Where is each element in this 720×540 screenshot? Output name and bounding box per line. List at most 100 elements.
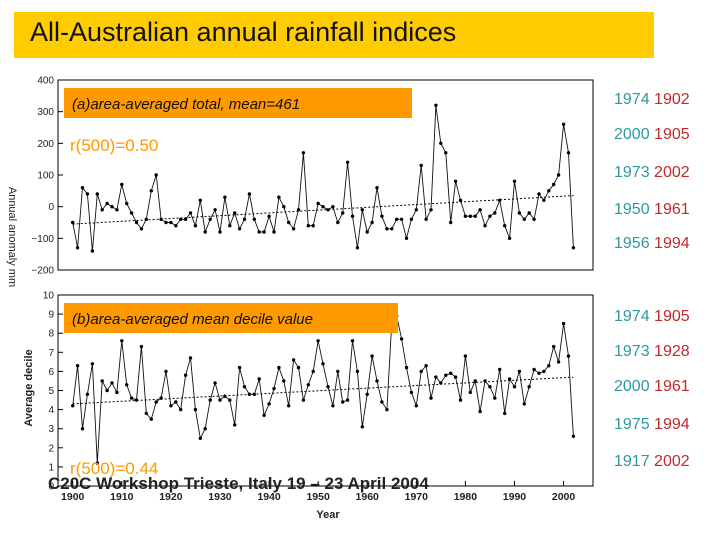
data-point — [198, 436, 202, 440]
year-pair-top-2: 2000 1905 — [614, 126, 690, 144]
y-tick-label: 8 — [48, 329, 54, 340]
data-point — [193, 407, 198, 412]
data-point — [223, 195, 227, 199]
data-point — [399, 217, 404, 221]
data-point — [463, 354, 468, 358]
data-point — [453, 375, 458, 379]
data-point — [134, 220, 139, 225]
data-point — [179, 217, 183, 221]
data-point — [301, 398, 306, 402]
data-point — [370, 220, 374, 225]
data-point — [365, 230, 369, 234]
wet-year: 1961 — [654, 378, 690, 395]
wet-year: 1961 — [654, 201, 690, 218]
data-point — [556, 360, 561, 364]
data-point — [429, 396, 433, 400]
data-point — [179, 407, 183, 412]
data-point — [115, 390, 119, 395]
data-point — [139, 344, 144, 349]
dry-year: 1973 — [614, 164, 650, 181]
data-point — [80, 427, 85, 431]
panel-a-label: (a)area-averaged total, mean=461 — [72, 96, 300, 113]
data-point — [198, 198, 202, 202]
data-point — [527, 211, 531, 215]
panel-b-correlation: r(500)=0.44 — [70, 459, 158, 478]
data-point — [71, 220, 75, 225]
data-point — [262, 230, 266, 234]
data-point — [100, 379, 104, 383]
data-point — [547, 364, 551, 368]
data-point — [409, 390, 414, 395]
data-point — [449, 371, 453, 375]
data-point — [183, 217, 188, 221]
data-point — [149, 189, 153, 193]
data-point — [208, 398, 212, 402]
panel-b-xlabel: Year — [316, 509, 340, 520]
data-point — [125, 383, 129, 387]
data-point — [512, 385, 517, 389]
data-point — [404, 236, 409, 240]
data-point — [409, 217, 414, 221]
y-tick-label: 0 — [48, 202, 54, 213]
data-point — [218, 230, 222, 234]
data-point — [208, 217, 212, 221]
data-point — [537, 192, 541, 196]
panel-a-ylabel: Annual anomaly mm — [6, 187, 18, 287]
data-point — [75, 246, 80, 250]
y-tick-label: 400 — [37, 76, 54, 87]
data-point — [355, 369, 360, 374]
data-point — [326, 385, 330, 389]
data-point — [129, 396, 134, 400]
chart-a: −200 −100 0 100 200 300 400 (a)area-averaged t… — [6, 76, 594, 287]
data-point — [404, 365, 409, 370]
dry-year: 1975 — [614, 416, 650, 433]
y-tick-label: 100 — [37, 171, 54, 182]
data-point — [434, 103, 438, 107]
data-point — [365, 392, 369, 396]
data-point — [115, 208, 119, 212]
data-point — [233, 423, 237, 427]
data-point — [449, 220, 453, 225]
data-point — [561, 122, 566, 126]
x-tick-label: 1900 — [61, 491, 85, 503]
data-point — [95, 192, 100, 196]
workshop-footer: C20C Workshop Trieste, Italy 19 – 23 Apr… — [48, 474, 429, 493]
x-tick-label: 1950 — [306, 491, 330, 503]
data-point — [424, 217, 428, 221]
data-point — [134, 398, 139, 402]
data-point — [380, 214, 384, 218]
trend-line — [72, 376, 574, 405]
data-point — [483, 224, 487, 228]
data-point — [311, 369, 315, 374]
year-pair-top-3: 1973 2002 — [614, 164, 690, 182]
data-point — [129, 211, 134, 215]
data-point — [478, 208, 482, 212]
y-tick-label: 0 — [48, 482, 54, 493]
data-point — [547, 189, 551, 193]
data-point — [296, 208, 301, 212]
data-point — [424, 364, 428, 368]
data-point — [419, 163, 423, 168]
data-point — [311, 224, 315, 228]
data-point — [282, 379, 286, 383]
data-point — [262, 413, 266, 417]
data-point — [164, 369, 168, 374]
data-point — [331, 404, 335, 408]
data-point — [385, 407, 389, 412]
data-point — [174, 224, 178, 228]
data-point — [503, 411, 507, 416]
dry-year: 2000 — [614, 378, 650, 395]
panel-b-label: (b)area-averaged mean decile value — [72, 311, 313, 328]
year-pair-bottom-5: 1917 2002 — [614, 453, 690, 471]
dry-year: 1950 — [614, 201, 650, 218]
year-pair-top-5: 1956 1994 — [614, 235, 690, 253]
y-tick-label: −100 — [31, 234, 54, 245]
data-point — [218, 398, 222, 402]
data-point — [213, 208, 217, 212]
data-point — [498, 198, 502, 202]
data-point — [473, 379, 477, 383]
data-point — [228, 224, 232, 228]
data-point — [144, 411, 148, 416]
y-tick-label: 5 — [48, 386, 54, 397]
